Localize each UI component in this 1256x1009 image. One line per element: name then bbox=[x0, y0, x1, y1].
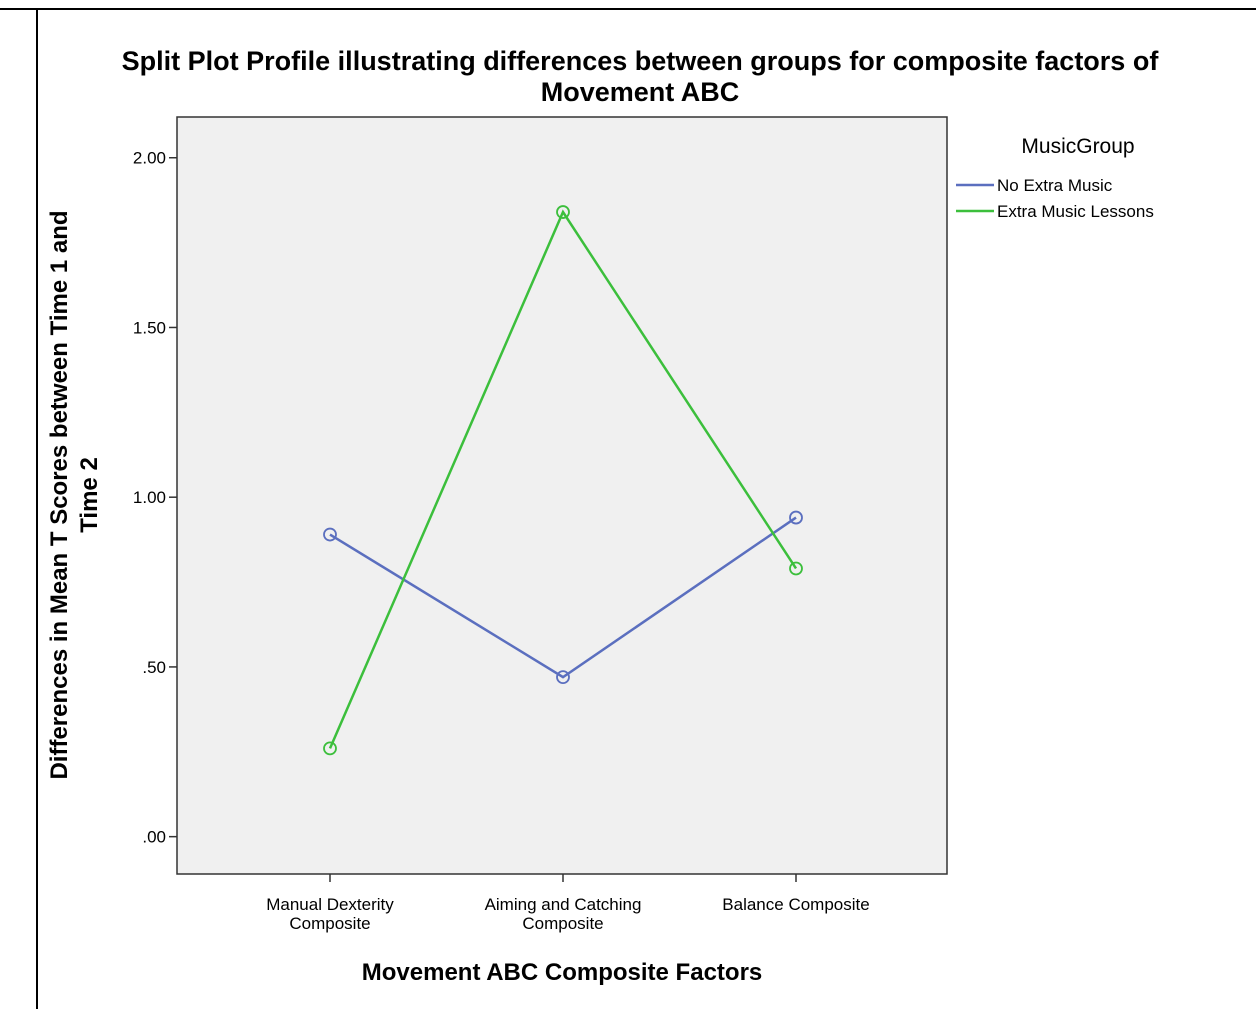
y-tick-label: .50 bbox=[142, 658, 166, 677]
legend-title: MusicGroup bbox=[1021, 135, 1134, 158]
series-line-no-extra-music bbox=[329, 516, 797, 679]
chart-title-line-1: Split Plot Profile illustrating differen… bbox=[122, 46, 1160, 76]
y-tick-label: .00 bbox=[142, 828, 166, 847]
x-axis-title: Movement ABC Composite Factors bbox=[362, 959, 763, 986]
data-point-extra-music-lessons bbox=[556, 205, 570, 219]
series-line-extra-music-lessons bbox=[328, 209, 798, 749]
data-point-extra-music-lessons bbox=[789, 561, 803, 576]
data-point-no-extra-music bbox=[556, 670, 570, 685]
x-tick-label: Manual Dexterity bbox=[266, 895, 394, 914]
plot-area bbox=[176, 116, 948, 875]
y-axis: .00 .50 1.00 1.50 2.00 bbox=[133, 149, 177, 847]
legend-label-no-extra-music: No Extra Music bbox=[997, 176, 1113, 195]
y-tick-label: 1.50 bbox=[133, 318, 166, 337]
series-layer bbox=[323, 205, 803, 756]
x-tick-label: Aiming and Catching bbox=[485, 895, 642, 914]
y-tick-label: 1.00 bbox=[133, 488, 166, 507]
y-axis-title-line-1: Differences in Mean T Scores between Tim… bbox=[46, 210, 73, 779]
y-axis-title-line-2: Time 2 bbox=[76, 457, 103, 533]
y-tick-label: 2.00 bbox=[133, 149, 166, 168]
x-tick-label: Composite bbox=[522, 914, 603, 933]
legend-label-extra-music-lessons: Extra Music Lessons bbox=[997, 202, 1154, 221]
legend: MusicGroup No Extra Music Extra Music Le… bbox=[956, 135, 1154, 221]
data-point-extra-music-lessons bbox=[323, 741, 337, 756]
data-point-no-extra-music bbox=[323, 527, 337, 542]
chart-title-line-2: Movement ABC bbox=[541, 77, 740, 107]
data-point-no-extra-music bbox=[789, 510, 803, 525]
x-tick-label: Composite bbox=[289, 914, 370, 933]
x-tick-label: Balance Composite bbox=[722, 895, 869, 914]
